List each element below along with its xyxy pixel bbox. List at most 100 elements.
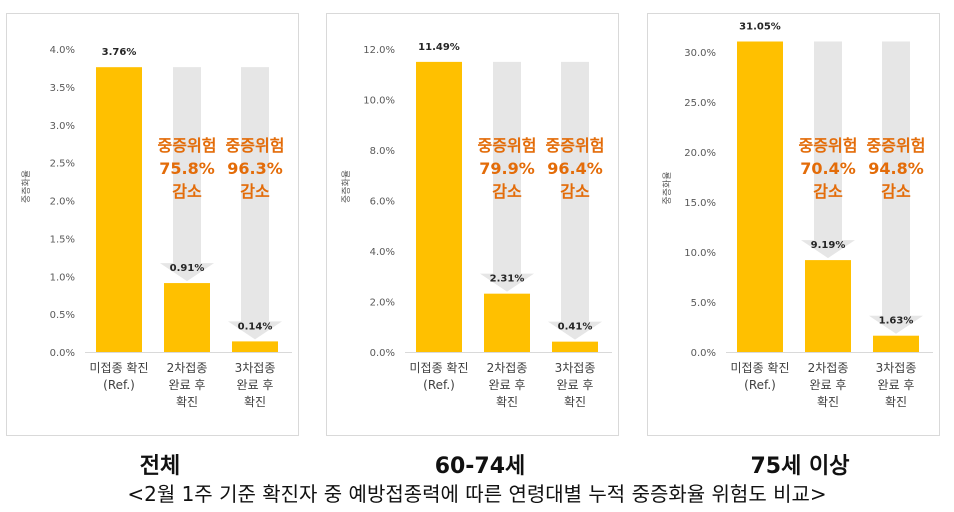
risk-reduction-annotation: 96.4% <box>547 159 603 178</box>
risk-reduction-annotation: 중증위험 <box>867 136 926 155</box>
y-tick-label: 12.0% <box>363 45 395 56</box>
group-label-overall: 전체 <box>139 454 181 479</box>
bar <box>232 341 278 352</box>
x-tick-label: 완료 후 <box>489 378 526 392</box>
reduction-arrow <box>160 67 214 282</box>
bar <box>552 341 598 352</box>
reduction-arrow <box>801 41 855 259</box>
x-tick-label: 확진 <box>564 395 586 409</box>
data-label: 9.19% <box>811 240 846 251</box>
y-tick-label: 30.0% <box>684 48 716 59</box>
y-tick-label: 10.0% <box>684 248 716 259</box>
chart-panel-60-74: 중증화율 0.0% 2.0% 4.0% 6.0% 8.0% 10.0% 12.0% 11.49%… <box>326 13 619 436</box>
bar <box>96 67 142 353</box>
risk-reduction-annotation: 96.3% <box>227 159 283 178</box>
y-tick-label: 3.0% <box>50 121 75 132</box>
risk-reduction-annotation: 감소 <box>881 182 911 201</box>
data-label: 1.63% <box>879 316 914 327</box>
y-tick-label: 2.0% <box>370 298 395 309</box>
y-tick-label: 10.0% <box>363 96 395 107</box>
risk-reduction-annotation: 중증위험 <box>478 136 537 155</box>
x-tick-label: 완료 후 <box>237 378 274 392</box>
data-label: 31.05% <box>739 22 781 33</box>
bar <box>805 260 851 352</box>
reduction-arrow <box>869 41 923 334</box>
y-tick-label: 0.0% <box>50 348 75 359</box>
chart-panel-75-plus: 중증화율 0.0% 5.0% 10.0% 15.0% 20.0% 25.0% 30.0% 31.… <box>647 13 940 436</box>
x-tick-label: 미접종 확진 <box>89 361 148 375</box>
risk-reduction-annotation: 중증위험 <box>799 136 858 155</box>
risk-reduction-annotation: 감소 <box>240 182 270 201</box>
data-label: 2.31% <box>490 274 525 285</box>
bar <box>484 293 530 352</box>
x-tick-label: 2차접종 <box>167 361 208 375</box>
x-tick-label: 완료 후 <box>557 378 594 392</box>
y-tick-label: 4.0% <box>370 247 395 258</box>
bar-chart-svg: 중증화율 0.0% 2.0% 4.0% 6.0% 8.0% 10.0% 12.0% 11.49%… <box>341 42 612 409</box>
risk-reduction-annotation: 중증위험 <box>226 136 285 155</box>
x-tick-label: (Ref.) <box>744 378 776 392</box>
x-tick-label: 확진 <box>817 395 839 409</box>
data-label: 0.91% <box>170 263 205 274</box>
bar-chart-svg: 중증화율 0.0% 0.5% 1.0% 1.5% 2.0% 2.5% 3.0% 3.5% 4.0%… <box>21 45 292 409</box>
x-tick-label: 2차접종 <box>487 361 528 375</box>
x-tick-label: 미접종 확진 <box>409 361 468 375</box>
y-tick-label: 6.0% <box>370 197 395 208</box>
x-tick-label: 완료 후 <box>169 378 206 392</box>
bar <box>873 335 919 352</box>
data-label: 3.76% <box>102 47 137 58</box>
y-tick-label: 3.5% <box>50 83 75 94</box>
y-tick-label: 2.0% <box>50 197 75 208</box>
y-tick-label: 0.5% <box>50 310 75 321</box>
risk-reduction-annotation: 감소 <box>492 182 522 201</box>
risk-reduction-annotation: 감소 <box>813 182 843 201</box>
y-tick-label: 25.0% <box>684 98 716 109</box>
risk-reduction-annotation: 감소 <box>560 182 590 201</box>
y-tick-label: 2.5% <box>50 159 75 170</box>
x-tick-label: (Ref.) <box>423 378 455 392</box>
bar <box>737 41 783 352</box>
x-tick-label: 확진 <box>244 395 266 409</box>
x-tick-label: 3차접종 <box>876 361 917 375</box>
x-tick-label: 미접종 확진 <box>730 361 789 375</box>
risk-reduction-annotation: 75.8% <box>159 159 215 178</box>
x-tick-label: 3차접종 <box>555 361 596 375</box>
bar <box>416 61 462 352</box>
risk-reduction-annotation: 70.4% <box>800 159 856 178</box>
y-axis-title: 중증화율 <box>21 170 32 203</box>
y-tick-label: 8.0% <box>370 146 395 157</box>
y-tick-label: 0.0% <box>691 348 716 359</box>
risk-reduction-annotation: 중증위험 <box>158 136 217 155</box>
group-label-75-plus: 75세 이상 <box>750 454 850 479</box>
bar <box>164 283 210 352</box>
bar-chart-svg: 중증화율 0.0% 5.0% 10.0% 15.0% 20.0% 25.0% 30.0% 31.… <box>662 22 933 409</box>
y-tick-label: 15.0% <box>684 198 716 209</box>
y-tick-label: 4.0% <box>50 45 75 56</box>
group-label-60-74: 60-74세 <box>434 454 526 479</box>
x-tick-label: 3차접종 <box>235 361 276 375</box>
y-axis-title: 중증화율 <box>341 170 352 203</box>
x-tick-label: 2차접종 <box>808 361 849 375</box>
x-tick-label: 확진 <box>885 395 907 409</box>
x-tick-label: 확진 <box>176 395 198 409</box>
y-tick-label: 5.0% <box>691 298 716 309</box>
data-label: 0.14% <box>238 321 273 332</box>
risk-reduction-annotation: 94.8% <box>868 159 924 178</box>
y-tick-label: 0.0% <box>370 348 395 359</box>
chart-panel-overall: 중증화율 0.0% 0.5% 1.0% 1.5% 2.0% 2.5% 3.0% 3.5% 4.0%… <box>6 13 299 436</box>
reduction-arrow <box>548 61 602 340</box>
x-tick-label: 완료 후 <box>878 378 915 392</box>
x-tick-label: (Ref.) <box>103 378 135 392</box>
data-label: 11.49% <box>418 42 460 53</box>
risk-reduction-annotation: 중증위험 <box>546 136 605 155</box>
x-tick-label: 완료 후 <box>810 378 847 392</box>
y-tick-label: 20.0% <box>684 148 716 159</box>
data-label: 0.41% <box>558 322 593 333</box>
y-tick-label: 1.5% <box>50 234 75 245</box>
y-axis-title: 중증화율 <box>662 171 673 204</box>
reduction-arrow <box>480 61 534 292</box>
x-tick-label: 확진 <box>496 395 518 409</box>
risk-reduction-annotation: 감소 <box>172 182 202 201</box>
y-tick-label: 1.0% <box>50 272 75 283</box>
reduction-arrow <box>228 67 282 340</box>
